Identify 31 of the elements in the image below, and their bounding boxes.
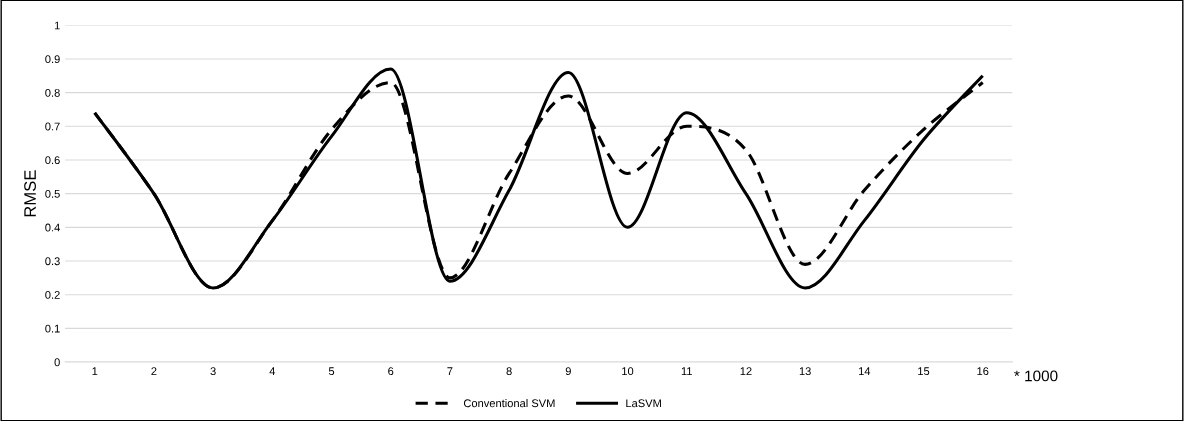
x-tick-label: 12 — [740, 367, 752, 375]
y-tick-label: 1 — [54, 21, 60, 30]
legend-label: LaSVM — [626, 399, 661, 408]
x-tick-label: 3 — [210, 367, 216, 376]
y-tick-label: 0.2 — [45, 290, 60, 299]
y-axis-title: RMSE — [24, 170, 36, 217]
x-tick-label: 10 — [622, 367, 634, 376]
y-tick-label: 0.7 — [45, 122, 60, 131]
x-tick-label: 14 — [858, 367, 871, 375]
x-tick-label: 13 — [799, 367, 811, 376]
x-axis-title: * 1000 — [1014, 370, 1058, 382]
y-tick-label: 0.5 — [45, 189, 60, 198]
y-tick-label: 0 — [54, 358, 60, 367]
x-tick-label: 9 — [565, 367, 571, 376]
x-tick-label: 7 — [447, 367, 453, 375]
x-tick-label: 2 — [151, 367, 157, 375]
x-tick-label: 4 — [269, 367, 276, 375]
x-tick-label: 11 — [681, 367, 692, 375]
y-tick-label: 0.1 — [45, 324, 60, 333]
y-tick-label: 0.8 — [45, 88, 60, 97]
x-tick-label: 8 — [506, 367, 512, 376]
y-tick-label: 0.6 — [45, 156, 60, 165]
y-tick-label: 0.3 — [45, 257, 60, 266]
y-tick-label: 0.4 — [45, 223, 60, 232]
legend-label: Conventional SVM — [463, 399, 555, 408]
x-tick-label: 1 — [92, 367, 98, 375]
x-tick-label: 16 — [977, 367, 989, 376]
x-tick-label: 6 — [388, 367, 394, 376]
x-tick-label: 5 — [328, 367, 335, 376]
x-tick-label: 15 — [918, 367, 930, 376]
y-tick-label: 0.9 — [45, 55, 60, 64]
